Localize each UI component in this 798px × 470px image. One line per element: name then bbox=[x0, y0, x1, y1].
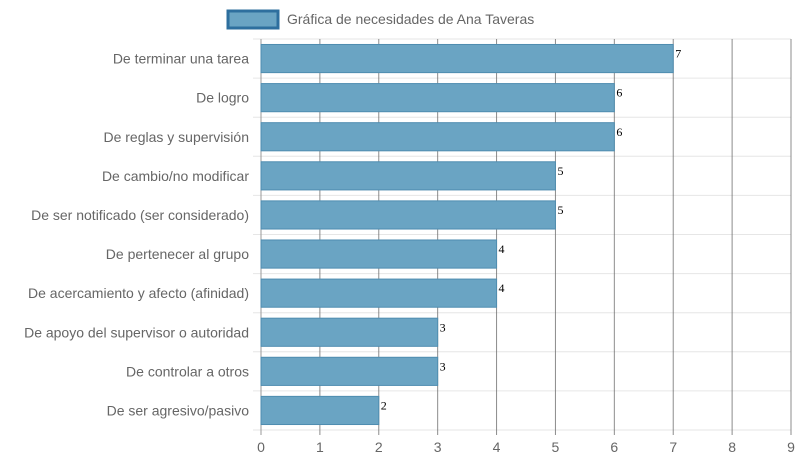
value-label: 3 bbox=[440, 359, 446, 373]
bar bbox=[260, 356, 439, 386]
legend-swatch bbox=[226, 9, 280, 30]
category-label: De pertenecer al grupo bbox=[106, 246, 249, 262]
x-tick-label: 1 bbox=[316, 439, 324, 455]
bar bbox=[260, 161, 556, 191]
value-label: 4 bbox=[499, 242, 505, 256]
bar bbox=[260, 395, 380, 426]
x-tick-label: 4 bbox=[493, 439, 501, 455]
x-tick-label: 9 bbox=[787, 439, 795, 455]
category-label: De controlar a otros bbox=[126, 363, 249, 379]
category-label: De terminar una tarea bbox=[113, 51, 249, 67]
category-label: De reglas y supervisión bbox=[103, 129, 249, 145]
x-tick-label: 6 bbox=[610, 439, 618, 455]
value-labels: 7 6 6 5 5 4 4 3 3 2 bbox=[381, 47, 681, 413]
legend-label: Gráfica de necesidades de Ana Taveras bbox=[287, 11, 534, 27]
value-label: 6 bbox=[616, 86, 622, 100]
bar bbox=[260, 239, 498, 269]
x-tick-label: 0 bbox=[257, 439, 265, 455]
category-label: De ser agresivo/pasivo bbox=[107, 402, 250, 418]
category-label: De acercamiento y afecto (afinidad) bbox=[28, 285, 249, 301]
bars bbox=[260, 43, 674, 426]
bar bbox=[260, 200, 556, 230]
value-label: 6 bbox=[616, 125, 622, 139]
category-label: De logro bbox=[196, 90, 249, 106]
category-label: De ser notificado (ser considerado) bbox=[31, 207, 249, 223]
x-tick-label: 2 bbox=[375, 439, 383, 455]
category-label: De cambio/no modificar bbox=[102, 168, 249, 184]
x-tick-label: 8 bbox=[728, 439, 736, 455]
x-axis-labels: 0 1 2 3 4 5 6 7 8 9 bbox=[257, 439, 795, 455]
bar bbox=[260, 83, 615, 113]
value-label: 7 bbox=[675, 47, 681, 61]
legend[interactable]: Gráfica de necesidades de Ana Taveras bbox=[226, 9, 534, 30]
bar bbox=[260, 278, 498, 308]
value-label: 4 bbox=[499, 281, 505, 295]
bar bbox=[260, 43, 674, 74]
value-label: 5 bbox=[557, 203, 563, 217]
y-axis-labels: De terminar una tarea De logro De reglas y… bbox=[24, 51, 249, 419]
value-label: 2 bbox=[381, 398, 387, 412]
category-label: De apoyo del supervisor o autoridad bbox=[24, 324, 249, 340]
value-label: 3 bbox=[440, 320, 446, 334]
value-label: 5 bbox=[557, 164, 563, 178]
bar bbox=[260, 122, 615, 152]
x-tick-label: 7 bbox=[669, 439, 677, 455]
bar bbox=[260, 317, 439, 347]
x-tick-label: 3 bbox=[434, 439, 442, 455]
x-tick-label: 5 bbox=[552, 439, 560, 455]
